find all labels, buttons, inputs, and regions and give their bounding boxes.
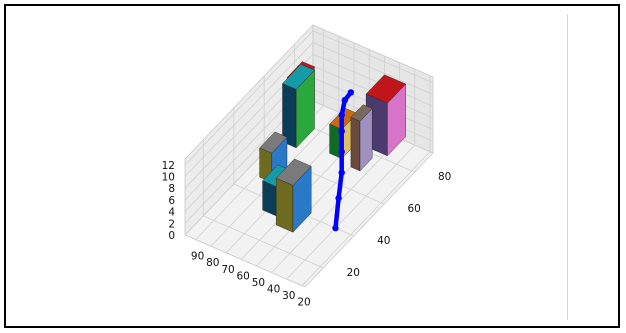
z-tick-label: 12 [162,160,175,172]
bar-face-top [350,104,373,122]
series-line [332,89,355,232]
series-point-8 [347,89,355,96]
series-point-2 [335,194,342,202]
y-tick-label: 60 [408,203,421,215]
series-point-3 [338,169,345,176]
bar-4 [350,104,373,172]
z-tick-label: 0 [168,230,175,242]
y-tick-label: 20 [347,267,360,279]
bar-face-front [276,177,294,233]
z-tick-label: 6 [168,195,175,207]
y-tick-label: 80 [438,171,451,183]
divider-line [567,14,568,320]
x-tick-label: 50 [252,277,265,289]
gridline-z [184,30,434,166]
series-point-5 [338,128,345,135]
bar-face-top [365,74,407,104]
x-tick-label: 30 [282,290,295,302]
bar-face-front [350,116,361,172]
series-point-1 [332,224,339,232]
x-tick-label: 20 [297,297,310,309]
x-tick-label: 60 [237,270,250,282]
bar-face-top [275,158,312,186]
series-point-4 [338,148,345,156]
x-tick-label: 90 [191,251,204,263]
bars [259,61,407,233]
z-tick-label: 4 [168,207,175,219]
series-point-6 [338,111,345,119]
gridline-z [184,42,434,177]
bar-face-top [259,131,288,154]
series-point-7 [341,96,348,104]
bar-face-top [282,64,315,90]
x-tick-label: 40 [267,284,280,296]
y-tick-label: 40 [377,235,390,247]
z-tick-label: 10 [162,172,175,184]
z-tick-label: 8 [168,183,175,195]
x-tick-label: 80 [206,257,219,269]
x-tick-label: 70 [221,264,234,276]
bar-8 [275,158,312,233]
z-tick-label: 2 [168,218,175,230]
